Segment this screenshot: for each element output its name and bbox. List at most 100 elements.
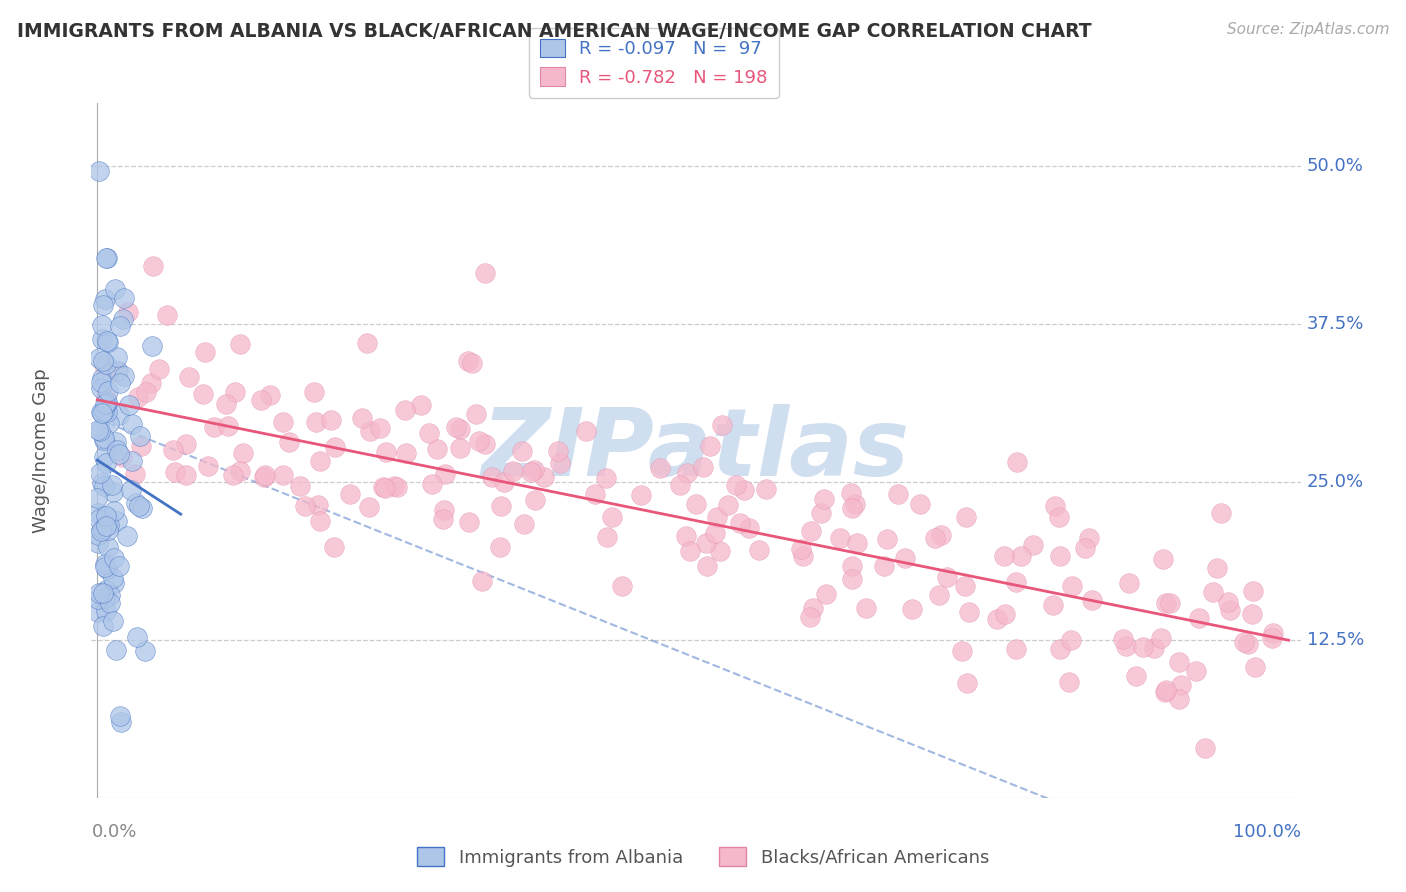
Text: 25.0%: 25.0%	[1306, 473, 1364, 491]
Point	[1167, 691, 1189, 706]
Point	[121, 417, 143, 432]
Point	[110, 714, 132, 729]
Point	[1168, 655, 1191, 669]
Point	[105, 514, 128, 528]
Point	[841, 558, 863, 573]
Point	[124, 495, 146, 509]
Point	[108, 318, 131, 333]
Text: 37.5%: 37.5%	[1306, 315, 1364, 333]
Point	[1170, 677, 1192, 691]
Point	[197, 458, 219, 473]
Point	[1202, 585, 1225, 599]
Point	[685, 497, 707, 511]
Point	[221, 467, 243, 482]
Point	[955, 510, 977, 524]
Point	[128, 499, 150, 513]
Point	[675, 529, 697, 543]
Point	[1143, 641, 1166, 656]
Point	[127, 390, 149, 404]
Point	[1209, 506, 1232, 520]
Point	[755, 482, 778, 496]
Text: IMMIGRANTS FROM ALBANIA VS BLACK/AFRICAN AMERICAN WAGE/INCOME GAP CORRELATION CH: IMMIGRANTS FROM ALBANIA VS BLACK/AFRICAN…	[17, 22, 1091, 41]
Point	[839, 486, 862, 500]
Point	[844, 497, 866, 511]
Point	[841, 501, 863, 516]
Point	[748, 543, 770, 558]
Point	[252, 469, 274, 483]
Point	[709, 543, 731, 558]
Point	[813, 491, 835, 506]
Point	[828, 531, 851, 545]
Point	[583, 487, 606, 501]
Point	[1154, 683, 1177, 698]
Point	[444, 420, 467, 434]
Point	[129, 428, 152, 442]
Point	[112, 369, 135, 384]
Point	[94, 357, 117, 371]
Point	[111, 450, 134, 464]
Point	[929, 528, 952, 542]
Point	[105, 442, 128, 457]
Point	[217, 418, 239, 433]
Point	[855, 601, 877, 615]
Point	[1060, 579, 1083, 593]
Point	[733, 483, 755, 497]
Point	[1219, 603, 1241, 617]
Point	[307, 498, 329, 512]
Point	[163, 466, 186, 480]
Point	[957, 605, 980, 619]
Point	[432, 512, 454, 526]
Point	[936, 570, 959, 584]
Point	[93, 404, 115, 418]
Point	[91, 298, 114, 312]
Point	[711, 418, 734, 433]
Point	[1236, 637, 1258, 651]
Point	[141, 339, 163, 353]
Point	[887, 486, 910, 500]
Point	[357, 500, 380, 514]
Point	[98, 517, 121, 532]
Point	[120, 483, 142, 497]
Point	[104, 435, 127, 450]
Point	[93, 358, 115, 372]
Point	[271, 468, 294, 483]
Point	[457, 515, 479, 529]
Point	[87, 535, 110, 549]
Point	[547, 443, 569, 458]
Point	[1118, 575, 1140, 590]
Point	[87, 528, 110, 542]
Point	[928, 588, 950, 602]
Point	[131, 501, 153, 516]
Point	[737, 521, 759, 535]
Point	[94, 559, 117, 574]
Point	[319, 412, 342, 426]
Text: Wage/Income Gap: Wage/Income Gap	[31, 368, 49, 533]
Point	[155, 308, 177, 322]
Point	[294, 500, 316, 514]
Point	[1057, 674, 1080, 689]
Point	[845, 536, 868, 550]
Text: 0.0%: 0.0%	[91, 822, 136, 840]
Point	[1043, 500, 1066, 514]
Point	[449, 422, 471, 436]
Text: ZIPatlas: ZIPatlas	[482, 404, 910, 497]
Point	[695, 536, 717, 550]
Point	[254, 467, 277, 482]
Point	[232, 446, 254, 460]
Point	[89, 466, 111, 480]
Point	[98, 596, 121, 610]
Point	[94, 591, 117, 606]
Point	[93, 479, 115, 493]
Point	[513, 516, 536, 531]
Point	[96, 519, 118, 533]
Point	[1115, 639, 1137, 653]
Point	[229, 464, 252, 478]
Point	[94, 583, 117, 598]
Point	[96, 456, 118, 470]
Point	[595, 530, 617, 544]
Point	[872, 559, 894, 574]
Point	[97, 416, 120, 430]
Point	[97, 334, 120, 349]
Point	[704, 525, 727, 540]
Point	[141, 376, 163, 391]
